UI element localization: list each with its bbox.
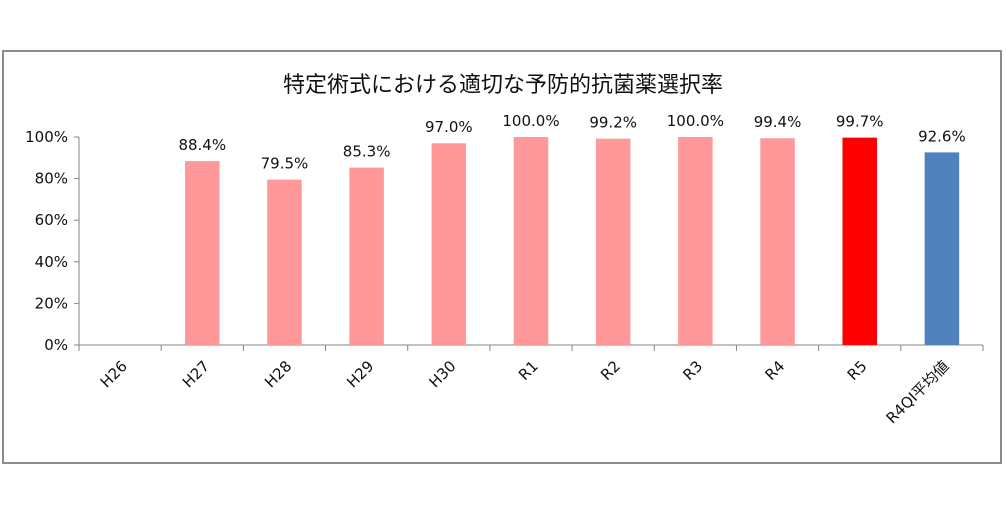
data-label: 99.2% xyxy=(589,114,637,132)
x-tick-label: H29 xyxy=(343,357,377,391)
x-tick-label: H28 xyxy=(261,357,295,391)
bar-H29 xyxy=(349,167,384,345)
x-tick-label: R3 xyxy=(679,357,706,384)
x-axis: H26 H27 H28 H29 H30 R1 R2 R3 R4 R5 R4QI平均値 xyxy=(78,344,984,427)
x-tick-label: H27 xyxy=(179,357,213,391)
x-tick-label: R4 xyxy=(762,357,789,384)
data-label: 79.5% xyxy=(261,155,309,173)
y-tick-label: 0% xyxy=(44,336,68,354)
data-label: 99.4% xyxy=(754,113,802,131)
bars xyxy=(185,137,960,345)
bar-H27 xyxy=(185,161,220,345)
x-tick-label: R5 xyxy=(844,357,871,384)
y-axis: 0% 20% 40% 60% 80% 100% xyxy=(25,128,80,354)
data-label: 97.0% xyxy=(425,118,473,136)
bar-H28 xyxy=(267,179,302,345)
x-tick-label: H30 xyxy=(425,357,459,391)
chart-title: 特定術式における適切な予防的抗菌薬選択率 xyxy=(283,73,723,98)
bar-R3 xyxy=(678,137,713,345)
data-label: 92.6% xyxy=(918,127,966,145)
bar-R5 xyxy=(842,137,877,345)
x-tick-label: R1 xyxy=(515,357,542,384)
x-tick-label: H26 xyxy=(97,357,131,391)
x-tick-label: R4QI平均値 xyxy=(883,357,953,427)
data-label: 99.7% xyxy=(836,113,884,131)
x-tick-label: R2 xyxy=(597,357,624,384)
bar-R2 xyxy=(595,138,631,345)
bar-R4 xyxy=(760,138,795,345)
chart-frame xyxy=(2,50,1002,464)
bar-H30 xyxy=(431,143,467,345)
y-tick-label: 20% xyxy=(35,294,68,312)
y-tick-label: 60% xyxy=(35,211,68,229)
data-label: 88.4% xyxy=(178,136,226,154)
y-tick-label: 100% xyxy=(25,128,68,146)
data-labels: 88.4% 79.5% 85.3% 97.0% 100.0% 99.2% 100.0% 99.… xyxy=(178,112,965,173)
y-tick-label: 80% xyxy=(35,170,68,188)
data-label: 85.3% xyxy=(343,143,391,161)
data-label: 100.0% xyxy=(502,112,559,130)
y-tick-label: 40% xyxy=(35,253,68,271)
bar-R1 xyxy=(513,137,549,345)
data-label: 100.0% xyxy=(667,112,724,130)
bar-R4QI平均値 xyxy=(924,152,960,345)
